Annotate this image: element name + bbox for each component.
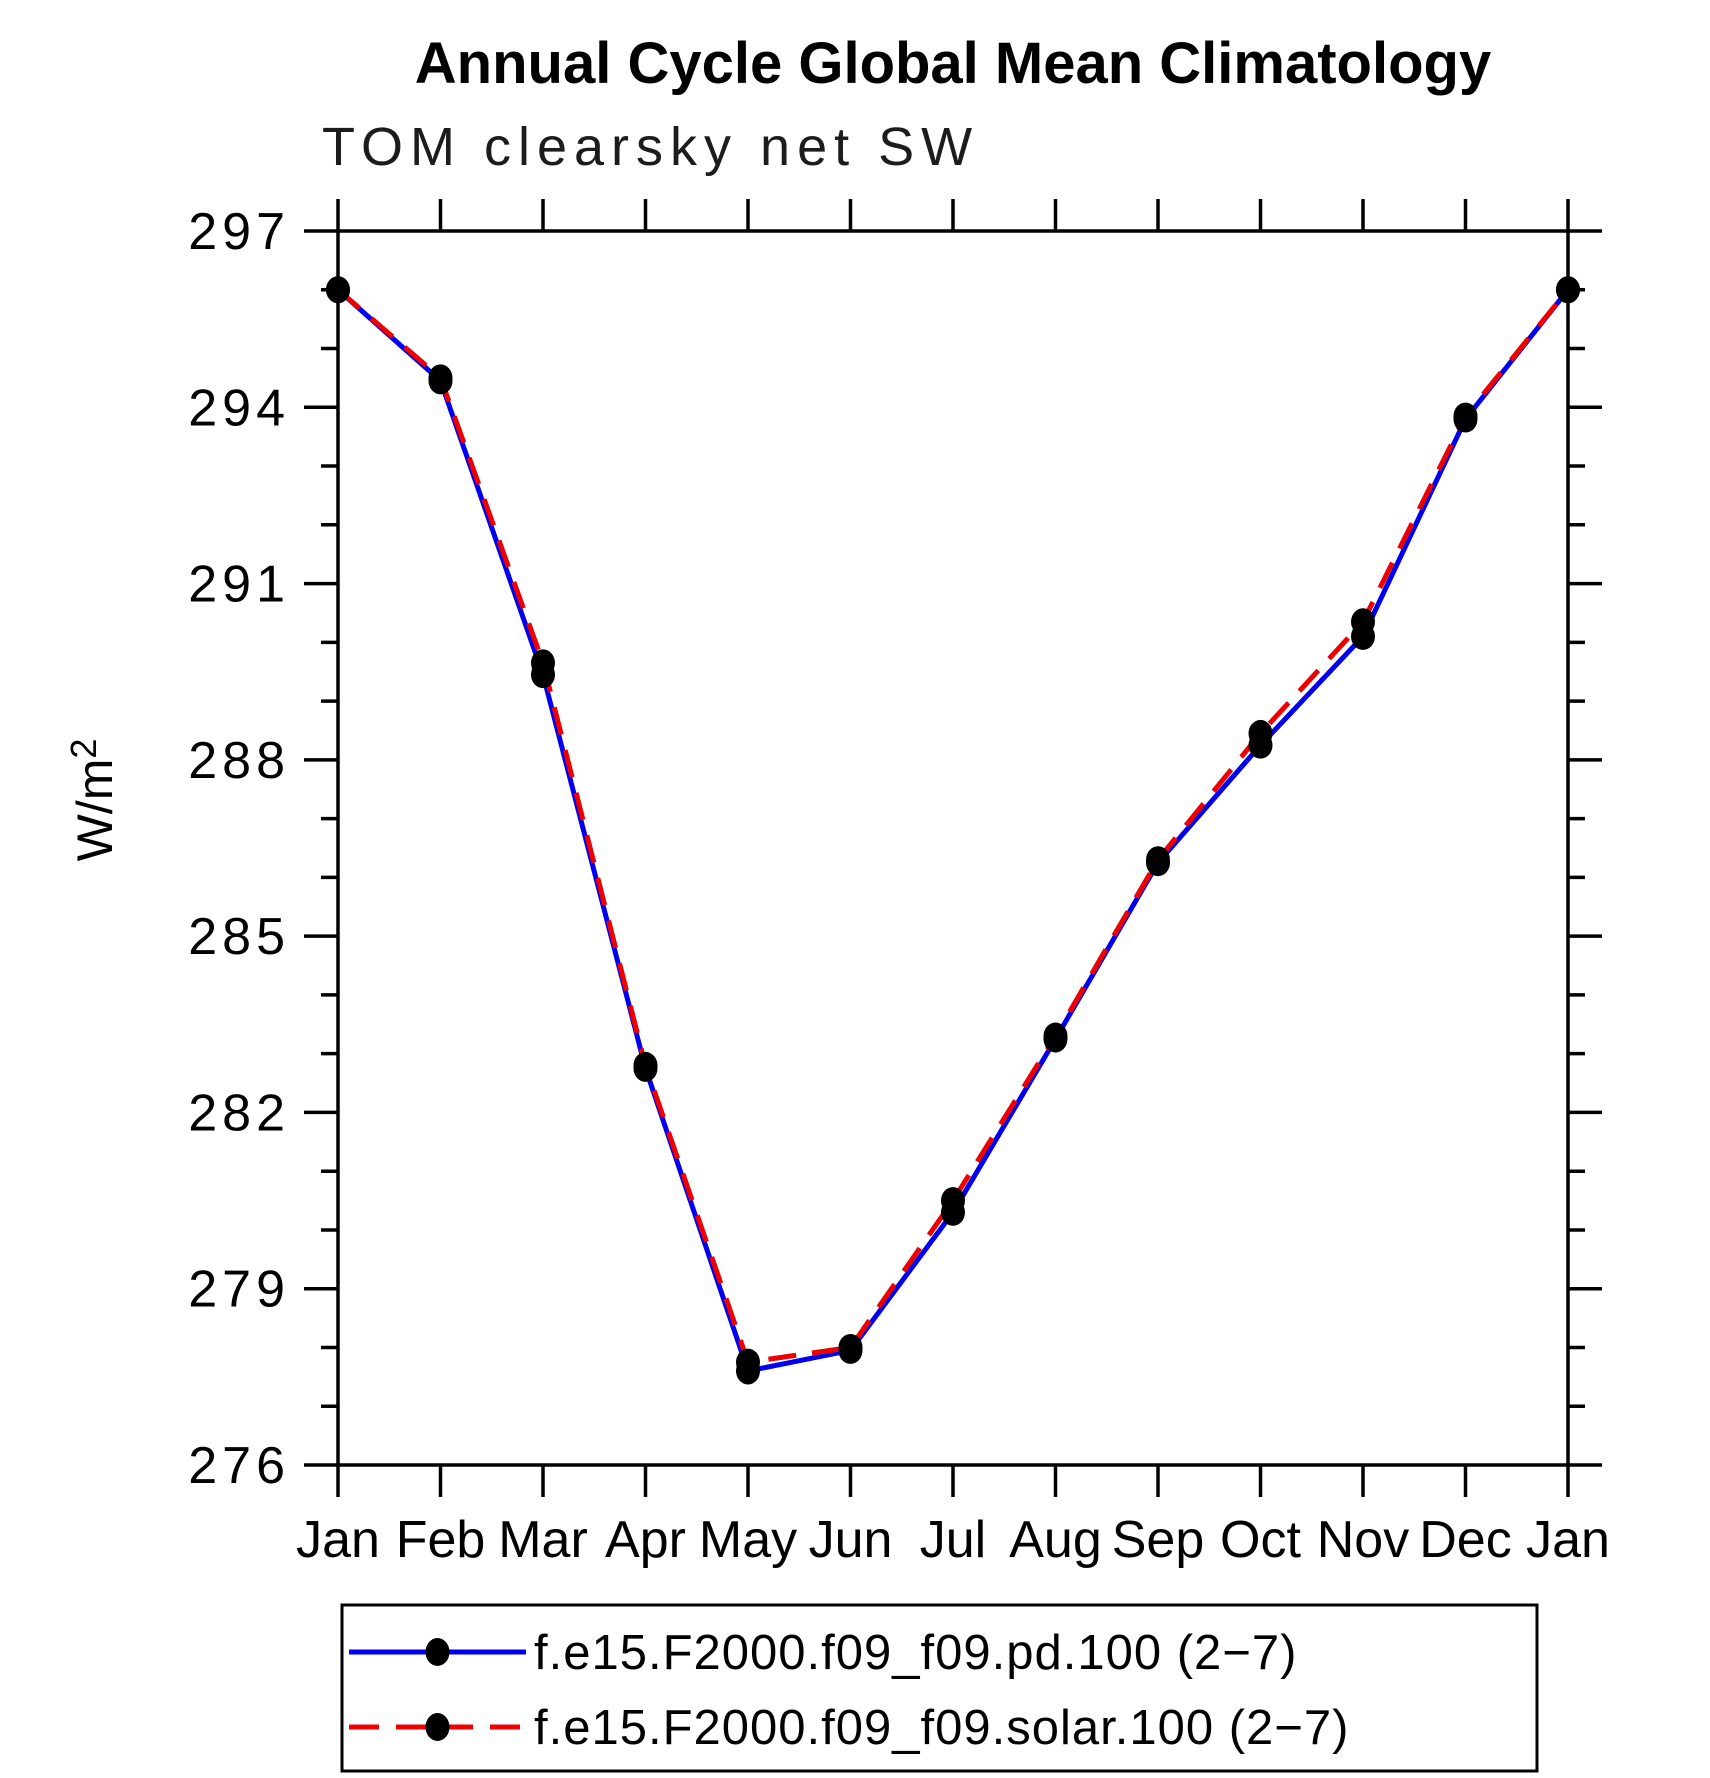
chart-subtitle: TOM clearsky net SW (322, 117, 980, 177)
x-tick-label: Sep (1112, 1511, 1205, 1569)
x-tick-label: Nov (1317, 1511, 1409, 1569)
legend-label: f.e15.F2000.f09_f09.solar.100 (2−7) (534, 1701, 1349, 1755)
y-tick-label: 285 (188, 908, 290, 966)
x-tick-label: Aug (1009, 1511, 1102, 1569)
y-axis-title: W/m2 (63, 739, 123, 862)
legend-marker (425, 1638, 450, 1666)
legend-label: f.e15.F2000.f09_f09.pd.100 (2−7) (534, 1626, 1297, 1680)
x-tick-label: Jul (920, 1511, 986, 1569)
data-point-marker (1556, 276, 1580, 304)
data-point-marker (736, 1348, 760, 1376)
y-tick-label: 279 (188, 1261, 290, 1319)
x-tick-label: Jan (1526, 1511, 1610, 1569)
plot-box (336, 229, 1570, 1467)
chart-title: Annual Cycle Global Mean Climatology (414, 31, 1492, 96)
data-point-marker (1043, 1022, 1068, 1050)
x-tick-label: Jun (809, 1511, 893, 1569)
data-point-marker (1351, 608, 1375, 636)
x-tick-label: Dec (1419, 1511, 1511, 1569)
y-tick-label: 291 (188, 556, 290, 614)
data-point-marker (531, 649, 555, 677)
legend-marker (425, 1713, 450, 1741)
y-tick-label: 297 (188, 203, 290, 261)
data-point-marker (428, 364, 453, 392)
x-tick-label: May (699, 1511, 797, 1569)
data-point-marker (1146, 846, 1170, 874)
legend-box (340, 1603, 1539, 1773)
x-tick-label: Jan (296, 1511, 380, 1569)
data-point-marker (1248, 719, 1273, 747)
y-tick-label: 282 (188, 1084, 290, 1142)
data-point-marker (838, 1333, 863, 1361)
data-point-marker (941, 1187, 965, 1215)
y-tick-label: 288 (188, 732, 290, 790)
data-point-marker (633, 1051, 658, 1079)
x-tick-label: Apr (605, 1511, 686, 1569)
data-point-marker (1453, 402, 1478, 430)
y-tick-label: 294 (188, 379, 290, 437)
x-tick-label: Oct (1220, 1511, 1301, 1569)
x-tick-label: Feb (396, 1511, 486, 1569)
y-tick-label: 276 (188, 1437, 290, 1495)
x-tick-label: Mar (498, 1511, 588, 1569)
data-point-marker (326, 276, 350, 304)
